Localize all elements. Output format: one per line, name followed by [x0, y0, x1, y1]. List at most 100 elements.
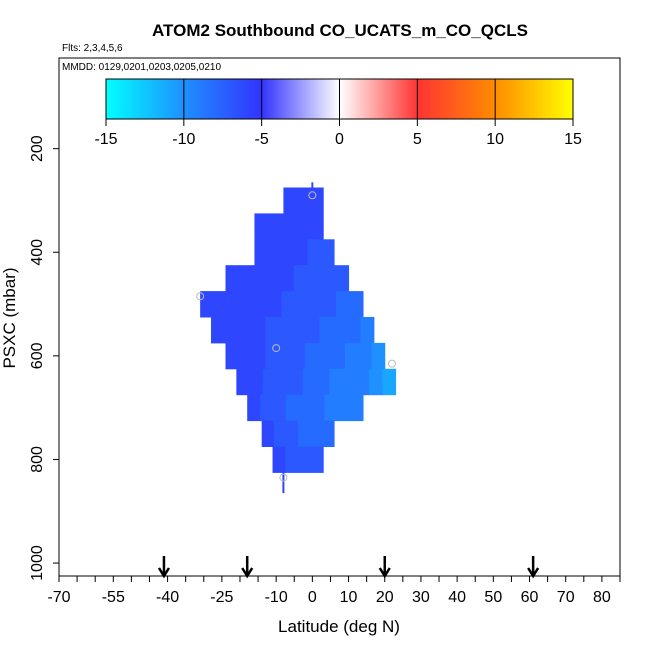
heatmap-cell [266, 265, 281, 292]
x-tick-label: -55 [102, 589, 125, 606]
heatmap-cell [272, 394, 287, 422]
heatmap-cell [382, 368, 397, 396]
heatmap-cell [280, 265, 295, 292]
plot-frame [58, 57, 621, 577]
dates-note: MMDD: 0129,0201,0203,0205,0210 [62, 62, 221, 73]
heatmap-cell [318, 342, 333, 370]
heatmap-cell [285, 394, 300, 422]
colorbar-tick-label: -5 [255, 131, 269, 148]
heatmap-cell [276, 368, 290, 396]
heatmap-cell [319, 317, 334, 344]
heatmap-cell [281, 213, 297, 240]
x-tick-label: -70 [47, 589, 70, 606]
heatmap-cell [254, 213, 269, 240]
heatmap-cell [239, 265, 254, 292]
heatmap-cell [200, 291, 215, 318]
heatmap-cell [298, 394, 313, 422]
heatmap-cell [283, 187, 298, 214]
latitude-arrow [527, 556, 540, 579]
x-tick-label: 10 [340, 589, 358, 606]
heatmap-cell [311, 394, 325, 422]
heatmap-cell [285, 446, 299, 473]
x-tick-label: 30 [412, 589, 430, 606]
heatmap-cell [238, 342, 253, 370]
heatmap-cell [254, 239, 269, 266]
x-tick-label: -40 [156, 589, 179, 606]
heatmap-cell [335, 291, 350, 318]
y-tick-label: 400 [29, 239, 46, 266]
heatmap-cell [227, 291, 242, 318]
heatmap-cell [294, 239, 309, 266]
heatmap-cell [309, 420, 323, 447]
heatmap-cell [280, 239, 295, 266]
heatmap-cell [295, 213, 310, 240]
heatmap-cell [350, 394, 364, 422]
data-marker [279, 473, 288, 482]
data-marker [272, 344, 281, 353]
x-axis-label: Latitude (deg N) [278, 617, 400, 636]
heatmap-cell [289, 368, 304, 396]
heatmap-cell [322, 420, 335, 447]
heatmap-cell [320, 239, 335, 266]
heatmap-cell [295, 291, 310, 318]
data-marker [196, 292, 205, 301]
data-marker [308, 191, 317, 200]
heatmap-cell [329, 368, 344, 396]
heatmap-cell [272, 446, 286, 473]
colorbar-tick-label: 10 [486, 131, 504, 148]
colorbar-tick-label: 15 [564, 131, 582, 148]
heatmap-cell [278, 342, 293, 370]
data-marker [387, 359, 396, 368]
x-tick-label: 70 [557, 589, 575, 606]
colorbar-tick-label: -10 [172, 131, 195, 148]
heatmap-cell [240, 291, 255, 318]
heatmap-cell [344, 342, 359, 370]
heatmap-cell [371, 342, 386, 370]
heatmap-cell [268, 213, 283, 240]
x-tick-label: 20 [376, 589, 394, 606]
heatmap-cell [251, 317, 266, 344]
heatmap-cell [360, 317, 375, 344]
colorbar: -15 -10 -5 0 5 10 15 [94, 78, 582, 148]
heatmap-cell [273, 420, 287, 447]
data-markers [196, 191, 396, 482]
heatmap-cell [267, 239, 282, 266]
heatmap-cell [349, 291, 364, 318]
heatmap-cell [293, 265, 309, 292]
heatmap-cell [315, 368, 330, 396]
heatmap-cell [308, 291, 323, 318]
chart-title: ATOM2 Southbound CO_UCATS_m_CO_QCLS [152, 21, 528, 40]
heatmap-cell [292, 317, 307, 344]
heatmap-cell [358, 342, 372, 370]
x-tick-label: 80 [593, 589, 611, 606]
heatmap-cell [322, 291, 337, 318]
heatmap-cell [254, 291, 269, 318]
heatmap-cell [261, 420, 275, 447]
heatmap-cell [262, 368, 277, 396]
heatmap-cell [369, 368, 383, 396]
heatmap-cell [337, 394, 351, 422]
heatmap-cell [265, 342, 280, 370]
heatmap-cell [302, 368, 317, 396]
heatmap-cell [346, 317, 361, 344]
heatmap-cell [281, 291, 296, 318]
heatmap-cell [307, 265, 322, 292]
x-tick-label: 60 [521, 589, 539, 606]
heatmap-cell [252, 342, 266, 370]
flights-note: Flts: 2,3,4,5,6 [62, 43, 123, 54]
heatmap-cell [306, 317, 321, 344]
heatmap-cell [342, 368, 357, 396]
colorbar-tick-label: -15 [94, 131, 117, 148]
latitude-arrow [241, 556, 254, 579]
heatmap-cell [297, 420, 311, 447]
y-tick-label: 200 [29, 135, 46, 162]
heatmap-cell [265, 317, 280, 344]
heatmap-cell [333, 317, 348, 344]
heatmap-cell [225, 342, 240, 370]
latitude-arrow [378, 556, 391, 579]
colorbar-tick-label: 5 [413, 131, 422, 148]
heatmap-cell [278, 317, 293, 344]
heatmap-cell [249, 368, 264, 396]
heatmap-cell [224, 317, 239, 344]
